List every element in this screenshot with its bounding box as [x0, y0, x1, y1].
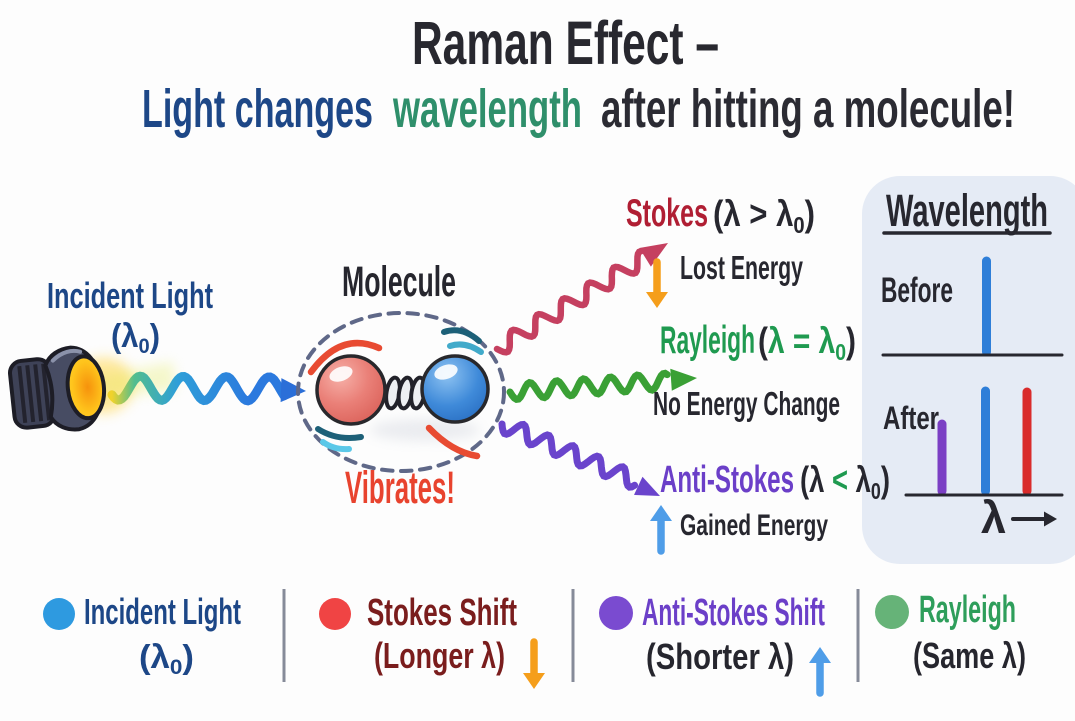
svg-text:Lost Energy: Lost Energy	[680, 249, 803, 286]
svg-text:Stokes: Stokes	[626, 192, 708, 235]
svg-text:(λ0): (λ0)	[139, 638, 194, 679]
svg-text:Incident Light: Incident Light	[47, 275, 213, 316]
svg-text:(λ = λ0): (λ = λ0)	[758, 320, 856, 365]
svg-text:Before: Before	[881, 271, 953, 310]
svg-text:wavelength: wavelength	[392, 79, 582, 139]
svg-text:No Energy Change: No Energy Change	[653, 385, 840, 422]
svg-text:Anti-Stokes: Anti-Stokes	[660, 459, 794, 501]
svg-text:Light changes: Light changes	[142, 79, 373, 139]
svg-text:(Shorter λ): (Shorter λ)	[646, 636, 794, 677]
svg-text:Molecule: Molecule	[342, 258, 456, 306]
svg-text:Stokes Shift: Stokes Shift	[367, 592, 517, 634]
svg-text:Gained Energy: Gained Energy	[680, 509, 828, 542]
svg-text:After: After	[883, 400, 939, 436]
svg-text:λ: λ	[981, 492, 1006, 543]
svg-text:(Longer λ): (Longer λ)	[374, 635, 505, 676]
svg-text:Rayleigh: Rayleigh	[919, 589, 1016, 631]
svg-text:Vibrates!: Vibrates!	[345, 462, 455, 513]
svg-text:(λ0): (λ0)	[111, 317, 160, 358]
svg-text:Incident Light: Incident Light	[84, 591, 241, 632]
svg-text:Wavelength: Wavelength	[886, 185, 1048, 236]
svg-text:after hitting a molecule!: after hitting a molecule!	[601, 79, 1015, 139]
svg-text:Rayleigh: Rayleigh	[660, 319, 755, 362]
svg-text:Raman Effect –: Raman Effect –	[412, 9, 719, 77]
svg-text:(λ < λ0): (λ < λ0)	[800, 459, 890, 504]
svg-text:Anti-Stokes Shift: Anti-Stokes Shift	[642, 592, 825, 634]
svg-text:(Same λ): (Same λ)	[913, 635, 1026, 676]
